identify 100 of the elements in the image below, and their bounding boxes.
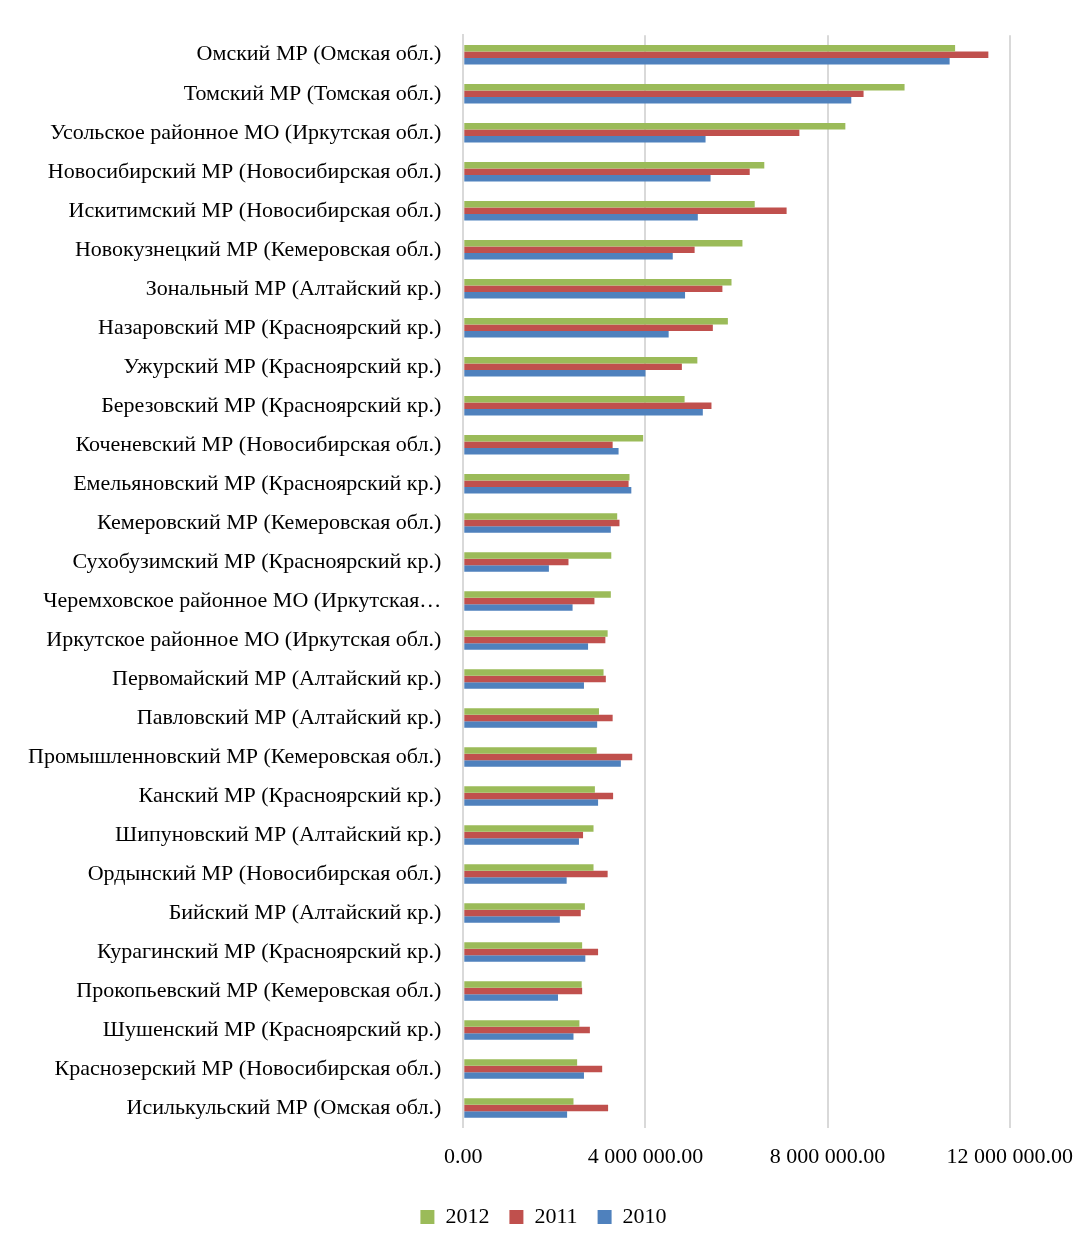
bar [464, 201, 755, 208]
y-tick-label: Искитимский МР (Новосибирская обл.) [68, 196, 442, 222]
bar [464, 786, 595, 793]
bar [464, 285, 723, 293]
bar [464, 558, 569, 566]
bar [464, 90, 864, 97]
bar [464, 214, 698, 221]
y-tick-label: Исилькульский МР (Омская обл.) [126, 1093, 442, 1119]
bar [464, 747, 597, 754]
bar [464, 955, 586, 962]
y-tick-label: Назаровский МР (Красноярский кр.) [98, 313, 442, 339]
bar [464, 480, 629, 488]
bar [464, 318, 728, 325]
y-tick-label: Кемеровский МР (Кемеровская обл.) [97, 508, 442, 534]
bar [464, 83, 905, 91]
y-tick-label: Емельяновский МР (Красноярский кр.) [73, 469, 442, 495]
bar [464, 994, 559, 1001]
bar [464, 948, 599, 956]
y-tick-label: Бийский МР (Алтайский кр.) [168, 898, 442, 924]
bar [464, 402, 712, 410]
bar [464, 487, 632, 494]
bar [464, 526, 611, 533]
bar [464, 513, 618, 520]
y-tick-label: Томский МР (Томская обл.) [183, 79, 442, 105]
y-tick-label: Шипуновский МР (Алтайский кр.) [115, 820, 442, 846]
bar [464, 864, 594, 871]
y-tick-label: Павловский МР (Алтайский кр.) [136, 703, 442, 729]
bar [464, 708, 599, 715]
bar [464, 552, 612, 559]
bar [464, 760, 621, 767]
bar [464, 721, 598, 728]
x-tick-label: 12 000 000.00 [946, 1142, 1073, 1168]
bar [464, 1098, 574, 1105]
bar [464, 51, 989, 58]
bar [464, 135, 706, 143]
bar [464, 363, 682, 371]
bar [464, 565, 549, 572]
bar [464, 682, 584, 689]
bar [464, 57, 950, 65]
bar [464, 448, 619, 455]
bar [464, 331, 669, 338]
x-tick-label: 4 000 000.00 [587, 1142, 704, 1168]
y-tick-label: Первомайский МР (Алтайский кр.) [112, 664, 442, 690]
bar [464, 129, 800, 136]
y-tick-label: Усольское районное МО (Иркутская обл.) [49, 118, 442, 144]
bar [464, 1033, 574, 1040]
bar [464, 799, 599, 806]
legend-label: 2010 [622, 1202, 667, 1228]
bar [464, 714, 613, 722]
bar [464, 669, 604, 676]
bar [464, 1104, 609, 1112]
bar [464, 409, 703, 416]
bar [464, 1026, 590, 1034]
bar [464, 1020, 580, 1027]
x-tick-label: 0.00 [444, 1142, 483, 1168]
y-tick-label: Канский МР (Красноярский кр.) [138, 781, 442, 807]
bar [464, 168, 750, 175]
bar [464, 942, 583, 949]
bar [464, 981, 582, 988]
bar [464, 1111, 568, 1118]
bar [464, 597, 595, 605]
bar [464, 831, 584, 839]
bar [464, 324, 713, 332]
bar [464, 591, 611, 598]
y-tick-label: Ордынский МР (Новосибирская обл.) [87, 859, 442, 885]
bar [464, 96, 852, 104]
y-tick-label: Новокузнецкий МР (Кемеровская обл.) [74, 235, 442, 261]
y-tick-label: Новосибирский МР (Новосибирская обл.) [47, 157, 442, 183]
bar [464, 909, 581, 917]
bar [464, 292, 686, 299]
y-tick-label: Омский МР (Омская обл.) [196, 40, 442, 66]
bar [464, 675, 606, 683]
bar [464, 916, 560, 923]
bar [464, 370, 646, 377]
y-tick-label: Курагинский МР (Красноярский кр.) [97, 937, 442, 963]
y-tick-label: Ужурский МР (Красноярский кр.) [123, 352, 442, 378]
bar [464, 162, 765, 169]
bar [464, 753, 633, 761]
bar [464, 838, 579, 845]
bar [464, 604, 573, 611]
bar [464, 825, 594, 832]
bar [464, 630, 608, 637]
y-tick-label: Зональный МР (Алтайский кр.) [145, 274, 442, 300]
bar [464, 122, 846, 130]
bar [464, 519, 620, 527]
bar [464, 877, 567, 884]
legend-label: 2012 [445, 1202, 490, 1228]
y-tick-label: Сухобузимский МР (Красноярский кр.) [72, 547, 442, 573]
bar [464, 240, 743, 247]
bar [464, 1059, 578, 1066]
bar [464, 207, 787, 215]
y-tick-label: Иркутское районное МО (Иркутская обл.) [46, 625, 442, 651]
bar [464, 441, 613, 449]
bar [464, 636, 606, 644]
bar [464, 246, 695, 254]
bar [464, 903, 585, 910]
y-tick-label: Шушенский МР (Красноярский кр.) [102, 1015, 442, 1041]
bar [464, 792, 614, 800]
bar [464, 175, 711, 182]
y-tick-label: Коченевский МР (Новосибирская обл.) [75, 430, 442, 456]
